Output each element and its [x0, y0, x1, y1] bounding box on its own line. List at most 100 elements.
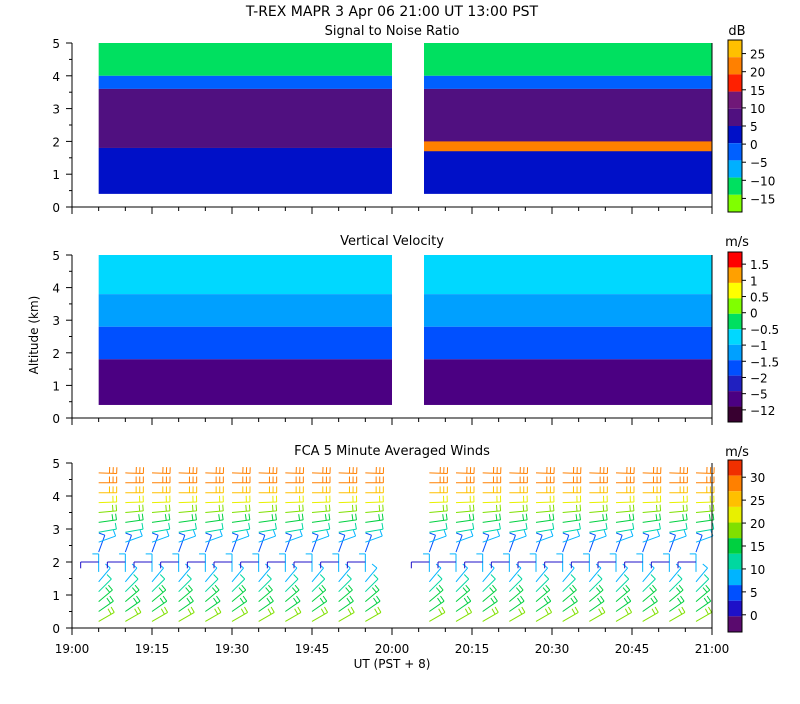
wind-barb-flag — [603, 514, 604, 520]
wind-barb — [152, 579, 165, 592]
y-tick-label: 5 — [52, 249, 60, 263]
wind-barb — [179, 579, 192, 592]
wind-barb-flag — [132, 588, 136, 593]
wind-barb-flag — [520, 596, 524, 601]
wind-barb-flag — [492, 585, 496, 590]
colorbar-label: 5 — [750, 120, 758, 134]
wind-barb — [536, 601, 551, 611]
wind-barb — [669, 590, 683, 602]
wind-barb-flag — [275, 523, 276, 529]
wind-barb — [179, 601, 194, 611]
wind-barb-flag — [312, 533, 318, 535]
wind-barb — [179, 590, 193, 602]
wind-barb — [205, 473, 223, 474]
wind-barb-flag — [321, 609, 324, 614]
wind-barb — [616, 473, 634, 474]
wind-barb — [589, 579, 602, 592]
wind-barb — [125, 502, 143, 503]
wind-barb-flag — [270, 596, 274, 601]
wind-barb-flag — [443, 514, 444, 520]
wind-barb — [643, 502, 661, 503]
wind-barb-flag — [553, 505, 554, 511]
colorbar-swatch — [728, 160, 742, 177]
wind-barb-flag — [548, 607, 551, 612]
wind-barb-flag — [599, 585, 603, 590]
wind-barb — [365, 536, 382, 542]
wind-barb — [152, 601, 167, 611]
wind-barb-flag — [232, 533, 238, 535]
wind-barb — [509, 535, 515, 552]
wind-barb — [616, 536, 633, 542]
heat-region-2-1 — [424, 89, 712, 148]
wind-barb — [509, 612, 525, 621]
wind-barb-flag — [218, 607, 221, 612]
wind-barb-flag — [527, 505, 528, 511]
wind-barb-flag — [247, 530, 249, 536]
wind-barb-flag — [241, 609, 244, 614]
wind-barb-flag — [598, 575, 602, 579]
wind-barb-flag — [249, 514, 250, 520]
wind-barb — [483, 536, 500, 542]
y-tick-label: 5 — [52, 37, 60, 51]
wind-barb-flag — [113, 530, 115, 536]
wind-barb — [483, 473, 501, 474]
colorbar-label: 0 — [750, 609, 758, 623]
wind-barb-flag — [245, 514, 246, 520]
wind-barb — [259, 520, 277, 523]
wind-barb — [339, 579, 352, 592]
heat-region-1-1 — [424, 76, 712, 89]
wind-barb-flag — [152, 533, 158, 535]
wind-barb-flag — [193, 530, 195, 536]
wind-barb — [259, 590, 273, 602]
wind-barb-flag — [240, 598, 244, 603]
wind-barb-flag — [374, 575, 378, 579]
wind-barb — [365, 579, 378, 592]
wind-barb — [232, 590, 246, 602]
wind-barb — [339, 520, 357, 523]
wind-barb — [339, 612, 355, 621]
heat-region-0-0 — [99, 255, 392, 294]
wind-barb-flag — [346, 588, 350, 593]
wind-barb-flag — [115, 523, 116, 529]
wind-barb-flag — [169, 523, 170, 529]
wind-barb-flag — [191, 607, 194, 612]
wind-barb — [312, 601, 327, 611]
wind-barb — [179, 473, 197, 474]
colorbar-label: 20 — [750, 517, 765, 531]
wind-barb — [589, 568, 601, 582]
wind-barb-flag — [473, 523, 474, 529]
wind-barb-flag — [438, 575, 442, 579]
wind-barb-flag — [497, 530, 499, 536]
wind-barb — [179, 535, 185, 552]
wind-barb-flag — [519, 609, 522, 614]
wind-barb — [365, 535, 371, 552]
wind-barb — [643, 612, 659, 621]
wind-barb — [509, 579, 522, 592]
wind-barb-flag — [563, 533, 569, 535]
wind-barb-flag — [704, 598, 708, 603]
wind-barb — [429, 568, 441, 582]
wind-barb — [179, 568, 191, 582]
wind-barb-flag — [139, 505, 140, 511]
wind-barb-flag — [495, 607, 498, 612]
heat-region-1-1 — [424, 294, 712, 327]
wind-barb-flag — [162, 585, 166, 590]
colorbar-label: −1 — [750, 339, 768, 353]
wind-barb-flag — [302, 523, 303, 529]
wind-barb — [696, 473, 714, 474]
wind-barb — [125, 579, 138, 592]
wind-barb-flag — [471, 530, 473, 536]
wind-barb — [339, 590, 353, 602]
wind-barb — [669, 568, 681, 582]
wind-barb-flag — [165, 514, 166, 520]
wind-barb-flag — [652, 585, 656, 590]
wind-barb-flag — [320, 598, 324, 603]
x-tick-label: 19:45 — [295, 642, 330, 656]
wind-barb-flag — [298, 607, 301, 612]
wind-barb-flag — [116, 505, 117, 511]
altitude-axis-label: Altitude (km) — [27, 296, 41, 375]
wind-barb-flag — [676, 588, 680, 593]
wind-barb-flag — [212, 588, 216, 593]
x-tick-label: 21:00 — [695, 642, 730, 656]
